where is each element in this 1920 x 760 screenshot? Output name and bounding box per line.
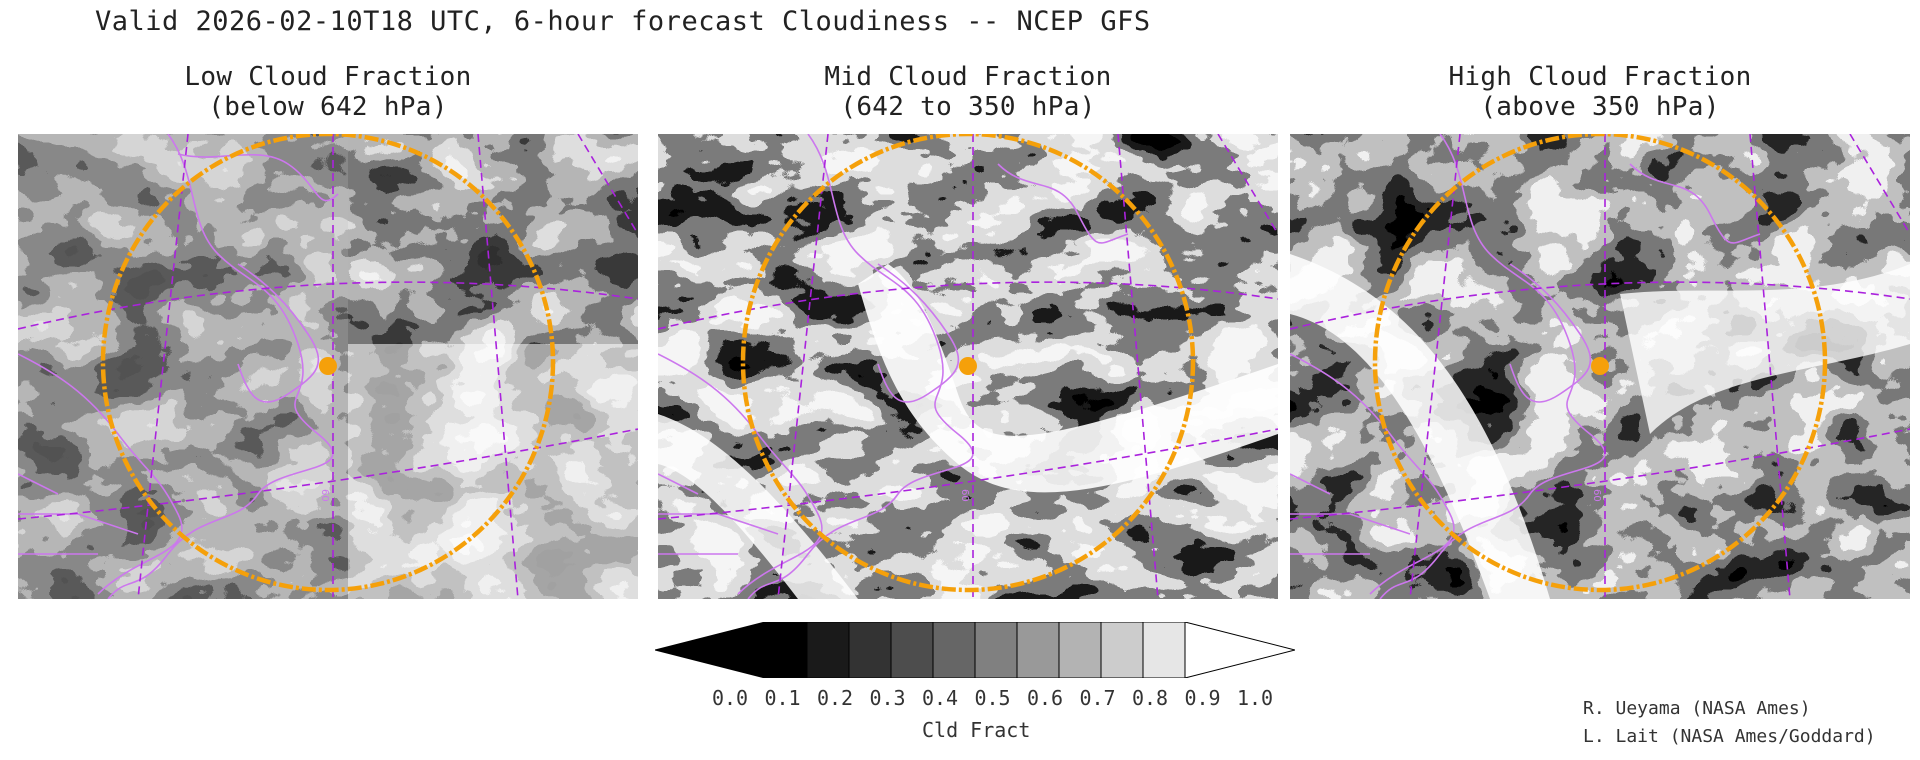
mid-cloud-map: 60 — [658, 134, 1278, 599]
low-cloud-map: 60 — [18, 134, 638, 599]
colorbar-segment — [1058, 622, 1102, 678]
panel-title: Mid Cloud Fraction (642 to 350 hPa) — [658, 62, 1278, 128]
range-ring — [1372, 134, 1828, 593]
colorbar-under-arrow — [655, 622, 766, 678]
colorbar-segment — [1100, 622, 1144, 678]
colorbar-segment — [764, 622, 808, 678]
site-marker — [1591, 357, 1609, 375]
figure-title: Valid 2026-02-10T18 UTC, 6-hour forecast… — [95, 6, 1151, 37]
panel-mid-cloud: Mid Cloud Fraction (642 to 350 hPa) — [658, 62, 1278, 599]
colorbar-tick-label: 0.5 — [974, 686, 1011, 710]
coastlines — [18, 134, 339, 599]
site-marker — [959, 357, 977, 375]
coastlines — [1290, 134, 1761, 599]
graticule — [1290, 134, 1910, 599]
panel-title-line1: Mid Cloud Fraction — [824, 62, 1112, 92]
colorbar-tick-label: 0.4 — [921, 686, 959, 710]
site-marker — [319, 357, 337, 375]
panel-title: High Cloud Fraction (above 350 hPa) — [1290, 62, 1910, 128]
coastlines — [658, 134, 1129, 599]
colorbar-tick-label: 0.6 — [1026, 686, 1064, 710]
colorbar-tick-label: 0.1 — [764, 686, 801, 710]
panel-high-cloud: High Cloud Fraction (above 350 hPa) — [1290, 62, 1910, 599]
colorbar-segment — [890, 622, 934, 678]
panel-title-line2: (below 642 hPa) — [208, 92, 448, 122]
colorbar-tick-label: 0.8 — [1131, 686, 1169, 710]
colorbar-segment — [1142, 622, 1186, 678]
credit-line2: L. Lait (NASA Ames/Goddard) — [1583, 726, 1876, 747]
colorbar-tick-label: 0.9 — [1184, 686, 1221, 710]
colorbar-label: Cld Fract — [922, 718, 1031, 742]
lat-label: 60 — [319, 489, 330, 502]
panel-title-line1: Low Cloud Fraction — [184, 62, 472, 92]
lat-label: 60 — [959, 489, 970, 502]
panel-low-cloud: Low Cloud Fraction (below 642 hPa) — [18, 62, 638, 599]
colorbar-segment — [1016, 622, 1060, 678]
colorbar-tick-label: 0.2 — [816, 686, 854, 710]
panel-title: Low Cloud Fraction (below 642 hPa) — [18, 62, 638, 128]
colorbar-tick-label: 0.0 — [711, 686, 749, 710]
colorbar-tick-label: 0.3 — [869, 686, 906, 710]
range-ring — [100, 134, 556, 593]
colorbar-segment — [974, 622, 1018, 678]
panel-title-line2: (above 350 hPa) — [1480, 92, 1720, 122]
colorbar-segment — [932, 622, 976, 678]
colorbar-segment — [848, 622, 892, 678]
colorbar-tick-label: 0.7 — [1079, 686, 1116, 710]
colorbar — [655, 622, 1295, 678]
credit-line1: R. Ueyama (NASA Ames) — [1583, 698, 1811, 719]
range-ring — [740, 134, 1196, 593]
high-cloud-map: 60 — [1290, 134, 1910, 599]
panel-title-line2: (642 to 350 hPa) — [840, 92, 1096, 122]
graticule — [658, 134, 1278, 599]
graticule — [18, 134, 638, 599]
lat-label: 60 — [1591, 489, 1602, 502]
colorbar-segment — [806, 622, 850, 678]
panel-title-line1: High Cloud Fraction — [1448, 62, 1752, 92]
colorbar-over-arrow — [1184, 622, 1295, 678]
colorbar-tick-label: 1.0 — [1236, 686, 1274, 710]
